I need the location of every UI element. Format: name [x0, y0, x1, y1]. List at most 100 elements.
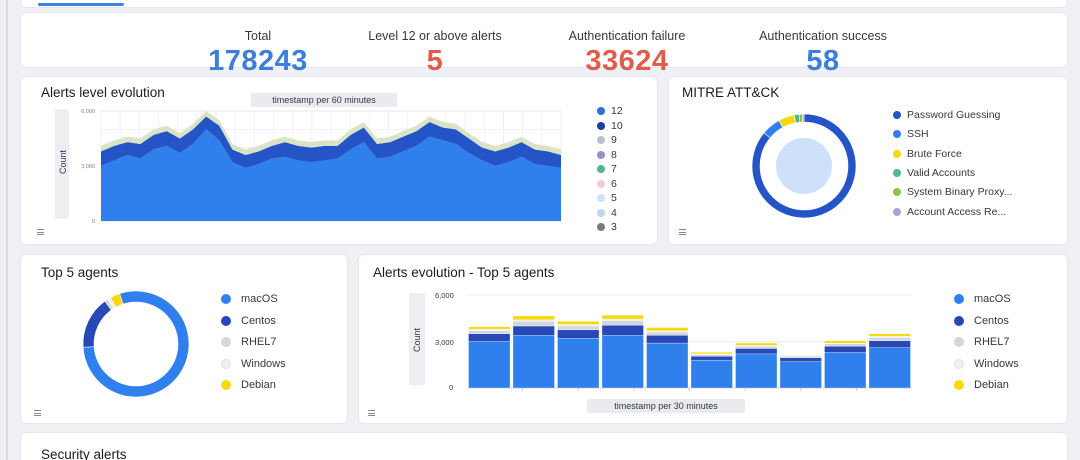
mitre-donut-chart[interactable] [751, 113, 857, 219]
bar-segment[interactable] [557, 329, 600, 339]
legend-item[interactable]: SSH [893, 128, 929, 140]
bar-segment[interactable] [735, 348, 778, 355]
bar-segment[interactable] [868, 337, 911, 341]
bar-segment[interactable] [557, 324, 600, 327]
legend-dot-icon [221, 380, 231, 390]
bar-segment[interactable] [690, 356, 733, 361]
legend-item[interactable]: Valid Accounts [893, 167, 975, 179]
bar-segment[interactable] [512, 321, 555, 327]
legend-item[interactable]: Centos [954, 315, 1009, 327]
bar-segment[interactable] [601, 318, 644, 321]
legend-item[interactable]: macOS [221, 293, 278, 305]
legend-item[interactable]: 7 [597, 163, 617, 175]
metric-level12[interactable]: Level 12 or above alerts 5 [345, 29, 525, 78]
metric-auth-success[interactable]: Authentication success 58 [733, 29, 913, 78]
bar-segment[interactable] [646, 335, 689, 344]
bar-segment[interactable] [557, 321, 600, 325]
bar-segment[interactable] [646, 330, 689, 333]
area-series[interactable] [101, 116, 561, 168]
legend-item[interactable]: 4 [597, 207, 617, 219]
top-agents-donut-chart[interactable] [81, 289, 191, 399]
bar-segment[interactable] [779, 355, 822, 357]
bar-segment[interactable] [779, 356, 822, 358]
legend-item[interactable]: 8 [597, 149, 617, 161]
legend-item[interactable]: Account Access Re... [893, 206, 1006, 218]
metric-total[interactable]: Total 178243 [168, 29, 348, 78]
legend-item[interactable]: Debian [954, 379, 1009, 391]
bar-segment[interactable] [824, 352, 867, 389]
donut-slice[interactable] [802, 113, 805, 123]
area-series[interactable] [101, 129, 561, 221]
bar-segment[interactable] [824, 343, 867, 347]
alerts-level-chart[interactable]: 0 3,000 6,000 [81, 109, 562, 225]
bar-segment[interactable] [601, 325, 644, 336]
bar-segment[interactable] [735, 346, 778, 349]
legend-item[interactable]: Password Guessing [893, 109, 1000, 121]
menu-icon[interactable] [37, 229, 44, 235]
legend-item[interactable]: macOS [954, 293, 1011, 305]
menu-icon[interactable] [34, 410, 41, 416]
donut-slice[interactable] [82, 300, 112, 348]
bar-segment[interactable] [512, 325, 555, 336]
bar-segment[interactable] [512, 319, 555, 322]
bar-segment[interactable] [779, 361, 822, 389]
legend-item[interactable]: RHEL7 [954, 336, 1009, 348]
legend-label: RHEL7 [974, 336, 1010, 348]
legend-item[interactable]: 5 [597, 192, 617, 204]
alerts-top5-bar-chart[interactable] [467, 294, 912, 391]
metric-auth-failure[interactable]: Authentication failure 33624 [537, 29, 717, 78]
bar-segment[interactable] [646, 327, 689, 331]
bar-segment[interactable] [601, 320, 644, 326]
bar-segment[interactable] [468, 328, 511, 331]
panel-title: Alerts evolution - Top 5 agents [373, 265, 555, 280]
menu-icon[interactable] [679, 229, 686, 235]
legend-item[interactable]: 10 [597, 120, 623, 132]
bar-segment[interactable] [868, 340, 911, 348]
bar-segment[interactable] [824, 346, 867, 353]
donut-slice[interactable] [82, 290, 190, 398]
legend-item[interactable]: 6 [597, 178, 617, 190]
bar-segment[interactable] [868, 347, 911, 389]
interval-label[interactable]: timestamp per 30 minutes [587, 399, 745, 413]
bar-segment[interactable] [735, 342, 778, 346]
bar-segment[interactable] [468, 333, 511, 342]
bar-segment[interactable] [468, 330, 511, 334]
bar-segment[interactable] [690, 354, 733, 357]
bar-segment[interactable] [824, 340, 867, 344]
active-tab-indicator[interactable] [38, 3, 124, 6]
legend-item[interactable]: RHEL7 [221, 336, 276, 348]
legend-item[interactable]: 9 [597, 134, 617, 146]
legend-item[interactable]: Windows [954, 358, 1019, 370]
bar-segment[interactable] [868, 335, 911, 338]
menu-icon[interactable] [368, 410, 375, 416]
bar-segment[interactable] [601, 314, 644, 320]
bar-segment[interactable] [868, 333, 911, 337]
bar-segment[interactable] [735, 353, 778, 389]
legend-item[interactable]: Debian [221, 379, 276, 391]
bar-segment[interactable] [557, 325, 600, 331]
legend-item[interactable]: System Binary Proxy... [893, 186, 1012, 198]
donut-slice[interactable] [763, 120, 784, 139]
bar-segment[interactable] [601, 335, 644, 389]
legend-item[interactable]: 3 [597, 221, 617, 233]
interval-label[interactable]: timestamp per 60 minutes [251, 93, 397, 107]
bar-segment[interactable] [779, 357, 822, 362]
donut-slice[interactable] [798, 113, 803, 123]
donut-slice[interactable] [110, 293, 124, 308]
legend-item[interactable]: 12 [597, 105, 623, 117]
bar-segment[interactable] [512, 315, 555, 320]
bar-segment[interactable] [646, 342, 689, 389]
donut-slice[interactable] [778, 114, 797, 128]
bar-segment[interactable] [690, 359, 733, 389]
legend-item[interactable]: Brute Force [893, 148, 962, 160]
legend-item[interactable]: Centos [221, 315, 276, 327]
bar-segment[interactable] [468, 341, 511, 389]
bar-segment[interactable] [468, 326, 511, 330]
legend-dot-icon [893, 188, 901, 197]
legend-item[interactable]: Windows [221, 358, 286, 370]
bar-segment[interactable] [690, 352, 733, 355]
bar-segment[interactable] [646, 332, 689, 336]
bar-segment[interactable] [557, 338, 600, 389]
area-series[interactable] [101, 111, 561, 155]
bar-segment[interactable] [512, 335, 555, 389]
